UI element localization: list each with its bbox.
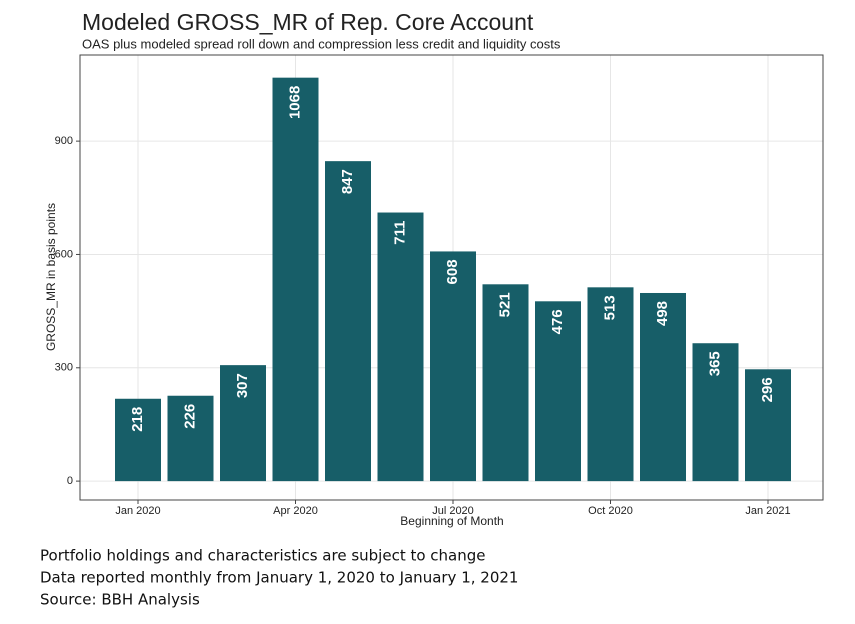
bar (535, 301, 581, 482)
bar (272, 77, 319, 482)
value-label: 226 (181, 404, 198, 429)
bar (115, 398, 161, 482)
bar (745, 369, 791, 482)
x-tick-label: Jan 2021 (745, 505, 790, 517)
footer-line: Portfolio holdings and characteristics a… (40, 547, 486, 565)
footer-line: Source: BBH Analysis (40, 591, 200, 609)
x-tick-label: Oct 2020 (588, 505, 633, 517)
bar (692, 343, 739, 482)
x-tick-label: Jul 2020 (432, 505, 474, 517)
bar (430, 251, 476, 482)
value-label: 218 (129, 407, 146, 432)
value-label: 498 (654, 301, 671, 326)
y-tick-label: 600 (55, 248, 73, 260)
value-label: 307 (234, 373, 251, 398)
footer-line: Data reported monthly from January 1, 20… (40, 569, 518, 587)
value-label: 513 (601, 295, 618, 320)
y-tick-label: 300 (55, 362, 73, 374)
y-tick-label: 0 (67, 475, 73, 487)
bar (325, 161, 371, 482)
x-tick-label: Jan 2020 (115, 505, 160, 517)
x-axis-label: Beginning of Month (400, 514, 503, 528)
value-label: 521 (496, 292, 513, 317)
y-axis-label: GROSS_MR in basis points (44, 203, 58, 351)
value-label: 847 (339, 169, 356, 194)
chart-subtitle: OAS plus modeled spread roll down and co… (82, 36, 561, 51)
value-label: 608 (444, 259, 461, 284)
bar (640, 292, 686, 482)
value-label: 476 (549, 309, 566, 334)
value-label: 365 (706, 351, 723, 376)
bar (377, 212, 424, 482)
bar (220, 365, 266, 482)
value-label: 711 (391, 221, 408, 245)
bar (587, 287, 634, 482)
plot-area (80, 55, 823, 500)
value-label: 1068 (286, 86, 303, 119)
x-tick-label: Apr 2020 (273, 505, 318, 517)
chart-title: Modeled GROSS_MR of Rep. Core Account (82, 9, 534, 35)
bar (482, 284, 529, 482)
y-tick-label: 900 (55, 135, 73, 147)
value-label: 296 (759, 377, 776, 402)
bar (167, 395, 214, 482)
panel-border (79, 54, 824, 501)
